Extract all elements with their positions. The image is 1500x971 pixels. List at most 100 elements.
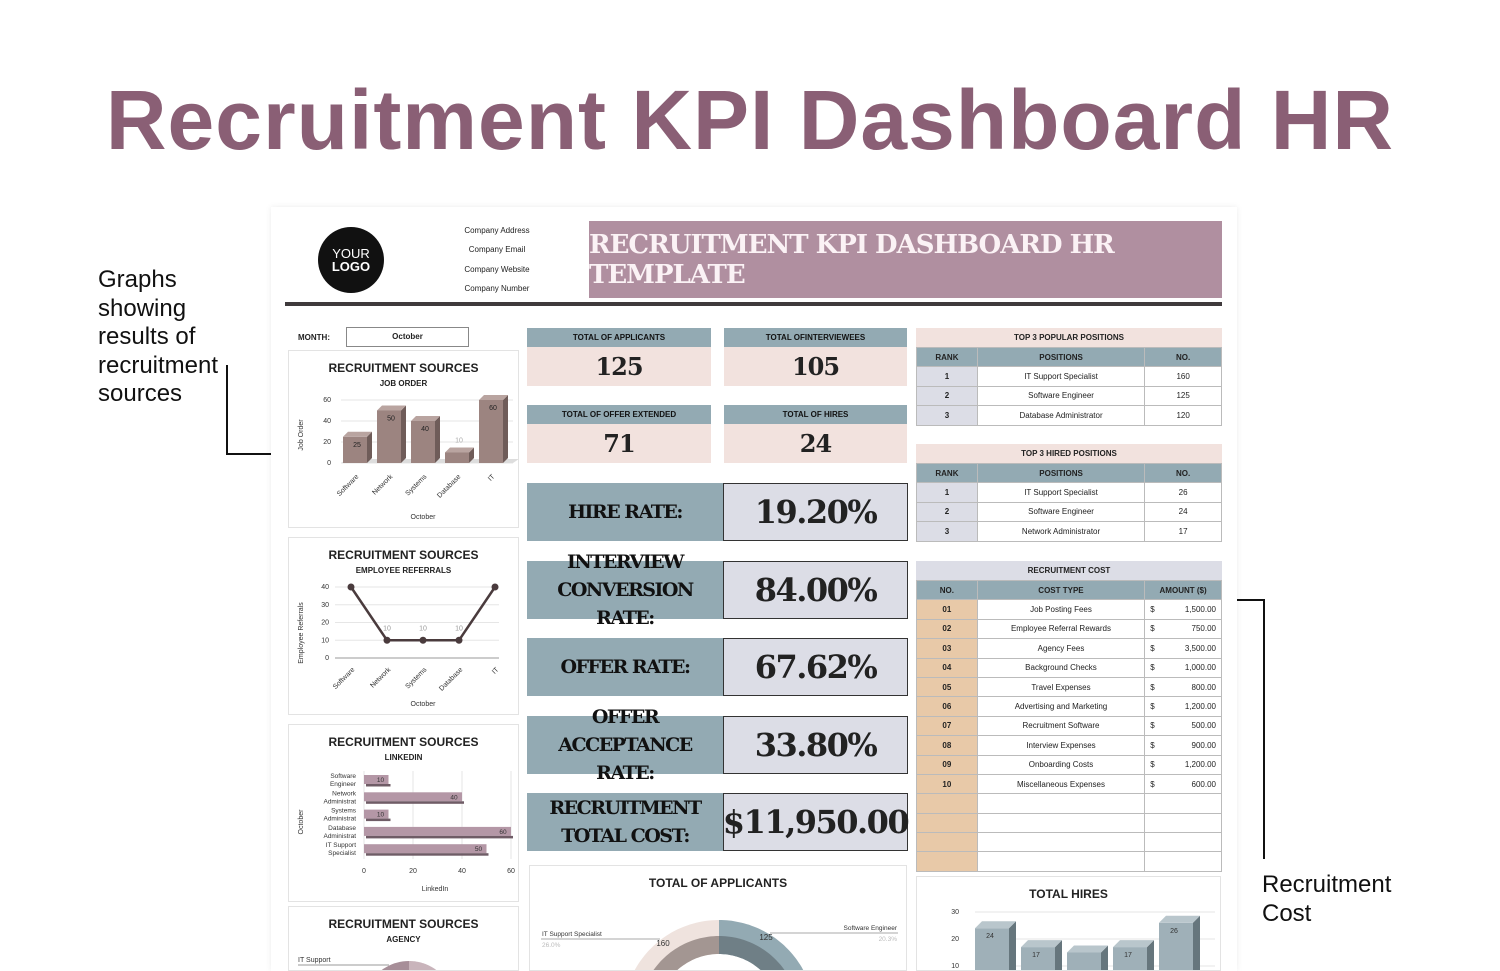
chart-agency: RECRUITMENT SOURCES AGENCY IT Support bbox=[288, 906, 519, 971]
amount: 600.00 bbox=[1191, 779, 1216, 789]
data-point bbox=[419, 636, 427, 644]
amount: 3,500.00 bbox=[1184, 643, 1216, 653]
rank-cell: 08 bbox=[916, 735, 978, 756]
x-tick-label: Software bbox=[332, 666, 357, 691]
column-header: RANK bbox=[916, 462, 978, 484]
chart-title: RECRUITMENT SOURCES bbox=[328, 548, 479, 562]
column-header: NO. bbox=[1144, 462, 1222, 484]
name-cell: IT Support Specialist bbox=[976, 366, 1146, 387]
value-cell: $1,000.00 bbox=[1144, 657, 1222, 678]
y-tick-label: 40 bbox=[323, 418, 331, 425]
name-cell: Miscellaneous Expenses bbox=[976, 773, 1146, 795]
rank-cell: 02 bbox=[916, 618, 978, 640]
header-divider bbox=[285, 302, 1222, 306]
name-cell: Interview Expenses bbox=[976, 735, 1146, 756]
x-tick-label: Network bbox=[371, 473, 394, 496]
rank-cell: 05 bbox=[916, 676, 978, 698]
data-label: 10 bbox=[455, 438, 463, 445]
chart-subtitle: LINKEDIN bbox=[384, 753, 423, 762]
y-tick-label: 30 bbox=[321, 602, 329, 609]
name-cell: Database Administrator bbox=[976, 405, 1146, 426]
rate-label: OFFER RATE: bbox=[527, 638, 723, 696]
currency-symbol: $ bbox=[1150, 740, 1155, 750]
data-label: 60 bbox=[489, 405, 497, 412]
bar bbox=[1159, 922, 1193, 970]
column-header: COST TYPE bbox=[976, 579, 1146, 601]
data-label: 10 bbox=[377, 777, 385, 784]
kpi-value: 105 bbox=[724, 347, 907, 386]
x-tick-label: 20 bbox=[409, 868, 417, 875]
currency-symbol: $ bbox=[1150, 760, 1155, 770]
table-row: 03 Agency Fees $3,500.00 bbox=[916, 638, 1222, 659]
amount: 1,500.00 bbox=[1184, 605, 1216, 615]
empty-cell bbox=[916, 832, 978, 853]
amount: 800.00 bbox=[1191, 682, 1216, 692]
popular-positions-table-title: TOP 3 POPULAR POSITIONS bbox=[916, 328, 1222, 347]
dashboard-banner: RECRUITMENT KPI DASHBOARD HR TEMPLATE bbox=[589, 221, 1222, 298]
currency-symbol: $ bbox=[1150, 624, 1155, 634]
kpi-label: TOTAL OF HIRES bbox=[724, 405, 907, 424]
bar-top bbox=[975, 921, 1016, 929]
name-cell: Background Checks bbox=[976, 657, 1146, 678]
chart-title: TOTAL OF APPLICANTS bbox=[648, 876, 788, 890]
empty-cell bbox=[916, 793, 978, 814]
table-row: 10 Miscellaneous Expenses $600.00 bbox=[916, 773, 1222, 795]
month-select[interactable]: October bbox=[346, 327, 469, 347]
column-header: POSITIONS bbox=[976, 462, 1146, 484]
table-row: 07 Recruitment Software $500.00 bbox=[916, 715, 1222, 737]
table-row: 06 Advertising and Marketing $1,200.00 bbox=[916, 696, 1222, 717]
annotation-line bbox=[1263, 599, 1265, 859]
amount: 1,200.00 bbox=[1184, 702, 1216, 712]
table-row: 08 Interview Expenses $900.00 bbox=[916, 735, 1222, 756]
y-tick-label: 20 bbox=[321, 620, 329, 627]
rank-cell: 09 bbox=[916, 754, 978, 775]
y-tick-label: 0 bbox=[327, 460, 331, 467]
name-cell: IT Support Specialist bbox=[976, 482, 1146, 503]
chart-job-order: RECRUITMENT SOURCES JOB ORDER 0 20 40 60 25 Sof… bbox=[288, 350, 519, 528]
value-cell: $500.00 bbox=[1144, 715, 1222, 737]
recruitment-cost-table-title: RECRUITMENT COST bbox=[916, 561, 1222, 580]
empty-cell bbox=[976, 812, 1146, 834]
bar-side bbox=[1009, 921, 1016, 970]
rank-cell: 1 bbox=[916, 482, 978, 503]
currency-symbol: $ bbox=[1150, 682, 1155, 692]
bar-side bbox=[367, 431, 372, 463]
bar-top bbox=[411, 416, 440, 421]
bar-shadow bbox=[366, 784, 391, 787]
data-point bbox=[455, 636, 463, 644]
bar bbox=[1067, 952, 1101, 970]
name-cell: Advertising and Marketing bbox=[976, 696, 1146, 717]
table-row: 3 Database Administrator 120 bbox=[916, 405, 1222, 426]
data-label: 17 bbox=[1032, 952, 1040, 959]
table-row: 1 IT Support Specialist 160 bbox=[916, 366, 1222, 387]
data-label: 24 bbox=[986, 933, 994, 940]
y-tick-label: Specialist bbox=[328, 850, 356, 857]
data-label: 10 bbox=[419, 625, 427, 632]
x-axis-label: October bbox=[411, 514, 437, 521]
empty-row bbox=[916, 793, 1222, 814]
chart-title: TOTAL HIRES bbox=[1029, 887, 1108, 901]
empty-row bbox=[916, 832, 1222, 853]
bar-top bbox=[1067, 945, 1108, 953]
x-tick-label: Database bbox=[438, 666, 464, 692]
rank-cell: 2 bbox=[916, 501, 978, 523]
data-label: 40 bbox=[450, 794, 458, 801]
bar bbox=[975, 928, 1009, 970]
donut-slice-inner bbox=[719, 936, 785, 970]
rate-label: OFFER ACCEPTANCE RATE: bbox=[527, 706, 723, 784]
kpi-label: TOTAL OF APPLICANTS bbox=[527, 328, 711, 347]
data-label: 25 bbox=[353, 442, 361, 449]
x-axis-label: LinkedIn bbox=[422, 886, 449, 893]
rate-value: 19.20% bbox=[723, 483, 908, 541]
chart-title: RECRUITMENT SOURCES bbox=[328, 917, 479, 931]
currency-symbol: $ bbox=[1150, 721, 1155, 731]
bar-shadow bbox=[366, 853, 489, 856]
kpi-value: 71 bbox=[527, 424, 711, 463]
bar-top bbox=[445, 447, 474, 453]
y-axis-label: Job Order bbox=[298, 419, 305, 451]
empty-cell bbox=[976, 832, 1146, 853]
bar bbox=[364, 809, 389, 819]
pie-slice bbox=[409, 961, 437, 970]
name-cell: Software Engineer bbox=[976, 501, 1146, 523]
bar bbox=[1113, 947, 1147, 970]
